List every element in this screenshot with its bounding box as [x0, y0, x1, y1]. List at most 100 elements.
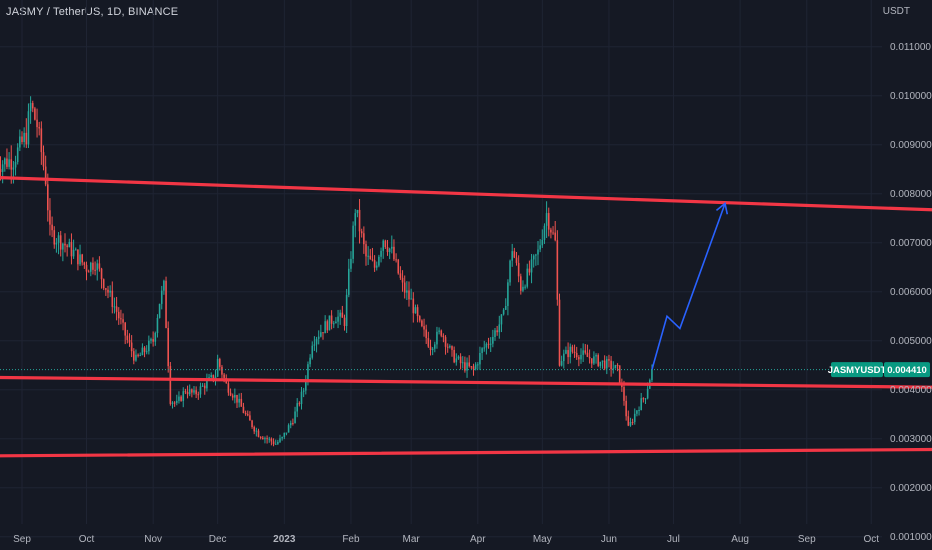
candle — [384, 239, 387, 249]
trendlines[interactable] — [0, 176, 932, 458]
candle-body — [244, 412, 247, 415]
candle — [62, 242, 64, 262]
candle-body — [352, 225, 354, 259]
candle-body — [242, 406, 245, 413]
candle — [77, 249, 79, 271]
candle — [236, 394, 238, 408]
candle-body — [459, 356, 462, 364]
candle — [563, 349, 565, 369]
x-tick-label: Apr — [470, 534, 486, 545]
candle — [382, 239, 384, 259]
candle-body — [264, 438, 266, 440]
candle — [573, 344, 576, 358]
candle — [81, 253, 83, 266]
candle — [195, 386, 197, 399]
projection-arrow[interactable] — [651, 202, 729, 370]
candle-body — [100, 268, 103, 280]
candle-body — [270, 438, 273, 442]
candle-body — [0, 169, 2, 172]
candle-body — [148, 340, 150, 352]
candle — [474, 362, 477, 371]
candle-body — [66, 245, 68, 248]
trendline-lower[interactable] — [0, 447, 932, 458]
x-tick-label: Oct — [79, 534, 95, 545]
candle — [38, 121, 40, 136]
candle-body — [143, 347, 146, 352]
candle — [638, 406, 640, 416]
candle-body — [298, 403, 301, 405]
x-tick-label: Oct — [863, 534, 879, 545]
trendline-upper[interactable] — [0, 176, 932, 212]
candle — [186, 385, 189, 399]
candle — [526, 263, 529, 289]
candle-body — [595, 355, 597, 357]
candle-body — [139, 355, 142, 357]
candle-body — [94, 269, 96, 271]
candle-body — [27, 111, 30, 145]
candle-body — [532, 255, 535, 260]
candle — [139, 352, 142, 357]
projection-path[interactable] — [651, 203, 726, 370]
candle — [575, 346, 578, 360]
candle-body — [449, 346, 451, 348]
candle-body — [128, 340, 131, 343]
candle — [262, 436, 264, 440]
x-tick-label: Aug — [731, 534, 749, 545]
candle-body — [10, 159, 13, 170]
candle-body — [21, 136, 23, 143]
candle — [109, 285, 111, 297]
candle-body — [178, 396, 180, 401]
candle-body — [171, 402, 174, 404]
currency-label[interactable]: USDT — [882, 6, 910, 17]
candle — [341, 305, 344, 318]
candle-body — [511, 251, 513, 261]
candle-body — [571, 346, 574, 352]
candle — [401, 270, 404, 292]
candle-body — [517, 262, 520, 277]
candle-body — [515, 257, 518, 263]
candle-body — [382, 240, 384, 251]
candle — [567, 342, 569, 365]
y-tick-label: 0.005000 — [890, 336, 932, 347]
candle-body — [537, 249, 539, 255]
candle — [369, 248, 372, 260]
candle-body — [343, 317, 346, 326]
trendline-middle[interactable] — [0, 375, 932, 389]
candle — [68, 238, 71, 248]
y-tick-label: 0.009000 — [890, 140, 932, 151]
candle-body — [573, 351, 576, 354]
x-tick-label: Sep — [13, 534, 31, 545]
candle-body — [197, 394, 200, 396]
candle — [253, 425, 255, 435]
candle — [285, 432, 288, 436]
candle-body — [34, 108, 36, 120]
candle — [57, 232, 60, 255]
time-axis[interactable]: Sep Oct Nov Dec 2023 Feb Mar Apr May Jun Jul Aug Sep… — [13, 534, 879, 545]
candle-body — [427, 338, 430, 347]
candle-body — [569, 346, 572, 358]
candle-body — [618, 365, 621, 384]
candle-body — [509, 260, 511, 283]
candle — [504, 298, 507, 311]
candle-body — [294, 411, 296, 424]
candle — [530, 253, 533, 284]
candle — [193, 386, 195, 395]
candle-body — [438, 330, 440, 332]
symbol-title[interactable]: JASMY / TetherUS, 1D, BINANCE — [6, 6, 179, 18]
candle-body — [180, 396, 182, 401]
candle-body — [283, 432, 286, 438]
candle-body — [644, 398, 647, 400]
price-axis[interactable]: 0.011000 0.010000 0.009000 0.008000 0.007000… — [890, 42, 932, 543]
candle-body — [268, 438, 271, 440]
candle-body — [332, 323, 335, 325]
candle-body — [203, 385, 206, 389]
candle — [380, 247, 382, 263]
candle-body — [23, 132, 25, 143]
candle-body — [1, 164, 4, 172]
x-tick-label: Nov — [144, 534, 162, 545]
candle — [483, 340, 486, 352]
candle-body — [12, 167, 15, 170]
candle-body — [102, 279, 105, 289]
candle — [124, 321, 126, 345]
